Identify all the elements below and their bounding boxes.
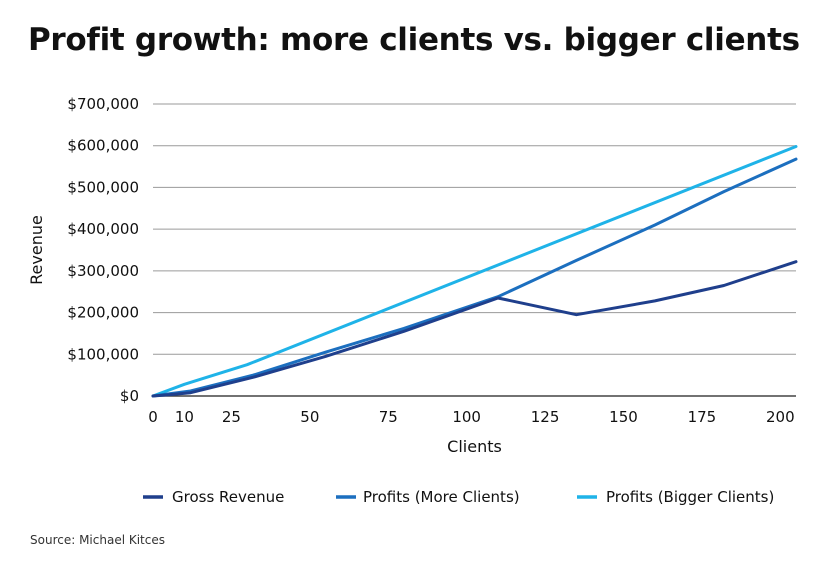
y-tick-label: $0 [120,387,139,405]
series-line-1 [151,157,798,398]
x-tick-label: 75 [379,408,398,426]
y-tick-label: $500,000 [67,178,139,196]
x-tick-label: 125 [531,408,560,426]
x-tick-label: 10 [175,408,194,426]
series-lines [151,145,798,398]
series-line-2 [151,145,798,398]
source-note: Source: Michael Kitces [30,533,165,547]
x-tick-label: 200 [766,408,795,426]
legend-label: Profits (More Clients) [363,488,520,506]
y-tick-label: $700,000 [67,95,139,113]
x-tick-label: 175 [688,408,717,426]
x-tick-label: 100 [452,408,481,426]
chart-title: Profit growth: more clients vs. bigger c… [28,22,800,58]
y-tick-label: $200,000 [67,304,139,322]
x-axis-label: Clients [447,437,502,456]
x-tick-label: 0 [148,408,158,426]
x-tick-label: 50 [300,408,319,426]
x-tick-label: 25 [222,408,241,426]
grid-lines [153,103,796,397]
y-tick-label: $600,000 [67,137,139,155]
legend: Gross Revenue Profits (More Clients) Profi… [143,488,774,506]
y-tick-label: $100,000 [67,345,139,363]
y-axis-ticks: $0 $100,000 $200,000 $300,000 $400,000 $500,0… [67,95,139,405]
series-line-0 [151,260,798,398]
y-tick-label: $300,000 [67,262,139,280]
legend-label: Gross Revenue [172,488,284,506]
y-tick-label: $400,000 [67,220,139,238]
x-axis-ticks: 0 10 25 50 75 100 125 150 175 200 [148,408,794,426]
legend-label: Profits (Bigger Clients) [606,488,774,506]
x-tick-label: 150 [609,408,638,426]
y-axis-label: Revenue [27,215,46,285]
